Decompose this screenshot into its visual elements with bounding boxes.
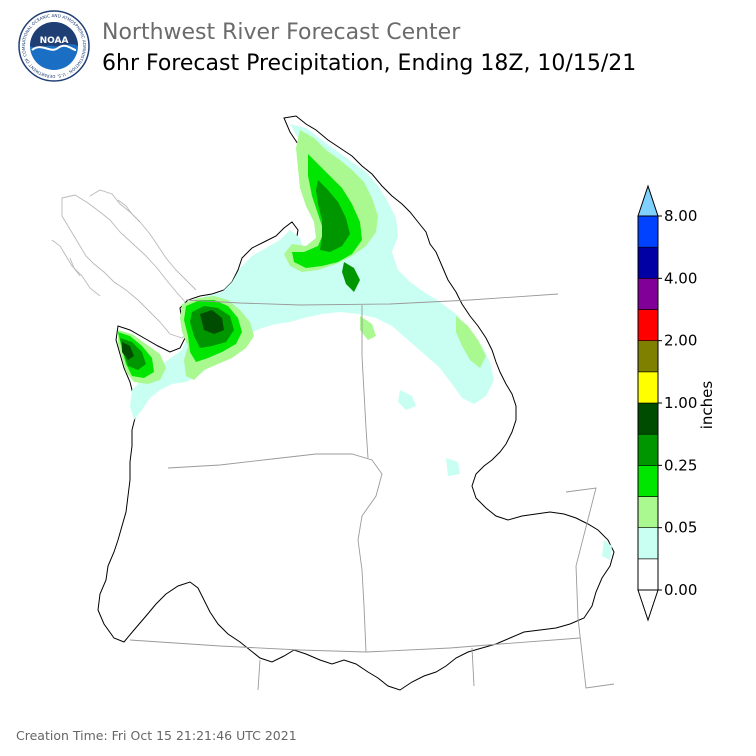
precipitation-map <box>51 115 615 691</box>
legend-arrow-top <box>637 184 659 217</box>
legend-unit-label: inches <box>698 381 716 430</box>
agency-title: Northwest River Forecast Center <box>102 20 461 45</box>
legend-ticks: 8.00 4.00 2.00 1.00 0.25 0.05 0.00 <box>658 207 697 599</box>
legend-tick-label: 0.00 <box>664 581 697 599</box>
legend-tick-label: 0.05 <box>664 519 697 537</box>
legend-bin-10 <box>637 246 659 279</box>
legend-arrow-bottom <box>637 589 659 622</box>
legend-bin-6 <box>637 371 659 404</box>
logo-text: NOAA <box>40 36 69 46</box>
legend-bin-3 <box>637 465 659 497</box>
legend-bin-4 <box>637 433 659 466</box>
legend-bin-1 <box>637 527 659 560</box>
precip-legend: 8.00 4.00 2.00 1.00 0.25 0.05 0.00 inches <box>637 184 716 622</box>
legend-tick-label: 1.00 <box>664 394 697 412</box>
legend-tick-label: 2.00 <box>664 332 697 350</box>
state-boundaries <box>129 293 615 691</box>
legend-bin-9 <box>637 278 659 310</box>
product-title: 6hr Forecast Precipitation, Ending 18Z, … <box>102 51 637 76</box>
noaa-logo: NATIONAL OCEANIC AND ATMOSPHERIC ADMINIS… <box>18 10 90 82</box>
legend-bin-2 <box>637 496 659 528</box>
legend-tick-label: 0.25 <box>664 456 697 474</box>
legend-bin-0 <box>637 558 659 591</box>
legend-bin-5 <box>637 402 659 435</box>
legend-bins <box>637 215 659 591</box>
legend-bin-7 <box>637 340 659 373</box>
bc-coastline <box>51 189 197 339</box>
precip-dark-green <box>122 310 224 360</box>
legend-bin-8 <box>637 309 659 341</box>
basin-outline <box>97 115 615 691</box>
creation-time: Creation Time: Fri Oct 15 21:21:46 UTC 2… <box>16 728 297 743</box>
legend-tick-label: 4.00 <box>664 269 697 287</box>
legend-bin-11 <box>637 215 659 248</box>
legend-tick-label: 8.00 <box>664 207 697 225</box>
